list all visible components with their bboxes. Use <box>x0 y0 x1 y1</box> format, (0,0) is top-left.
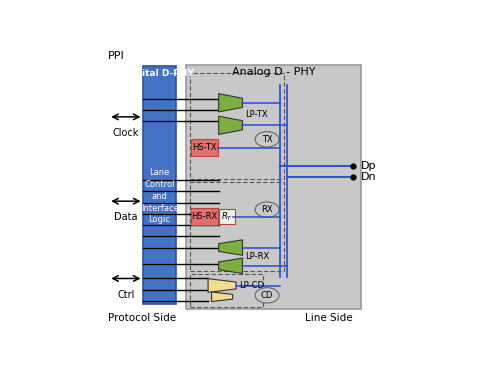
Text: Line Side: Line Side <box>305 313 353 323</box>
Text: Clock: Clock <box>113 128 139 138</box>
Text: Ctrl: Ctrl <box>117 290 134 300</box>
Text: Protocol Side: Protocol Side <box>108 313 177 323</box>
Polygon shape <box>218 258 242 273</box>
Text: Lane
Control
and
Interface
Logic: Lane Control and Interface Logic <box>141 168 179 224</box>
Text: LP-TX: LP-TX <box>245 110 268 119</box>
Polygon shape <box>212 292 233 301</box>
Bar <box>191 139 218 156</box>
Text: RX: RX <box>261 205 273 214</box>
Bar <box>144 66 176 304</box>
Polygon shape <box>218 94 242 112</box>
Text: LP-RX: LP-RX <box>245 252 270 261</box>
Text: Dn: Dn <box>361 172 377 182</box>
Ellipse shape <box>255 288 279 303</box>
Bar <box>190 181 284 272</box>
Text: $R_T$: $R_T$ <box>221 210 233 223</box>
Text: LP-CD: LP-CD <box>239 281 264 290</box>
Bar <box>190 73 284 179</box>
Bar <box>219 209 235 224</box>
Text: CD: CD <box>261 291 273 300</box>
Bar <box>186 65 361 310</box>
Text: Analog D - PHY: Analog D - PHY <box>232 67 315 77</box>
Polygon shape <box>218 116 242 134</box>
Text: HS-TX: HS-TX <box>192 143 217 152</box>
Text: PPI: PPI <box>108 51 125 61</box>
Ellipse shape <box>255 202 279 217</box>
Bar <box>190 274 263 307</box>
Text: Data: Data <box>114 212 138 222</box>
Ellipse shape <box>255 132 279 147</box>
Text: TX: TX <box>262 135 273 144</box>
Text: Dp: Dp <box>361 161 377 171</box>
Text: HS-RX: HS-RX <box>192 212 217 221</box>
Bar <box>191 208 218 225</box>
Polygon shape <box>218 240 242 255</box>
Polygon shape <box>208 278 236 292</box>
Text: Digital D-PHY: Digital D-PHY <box>125 69 194 78</box>
